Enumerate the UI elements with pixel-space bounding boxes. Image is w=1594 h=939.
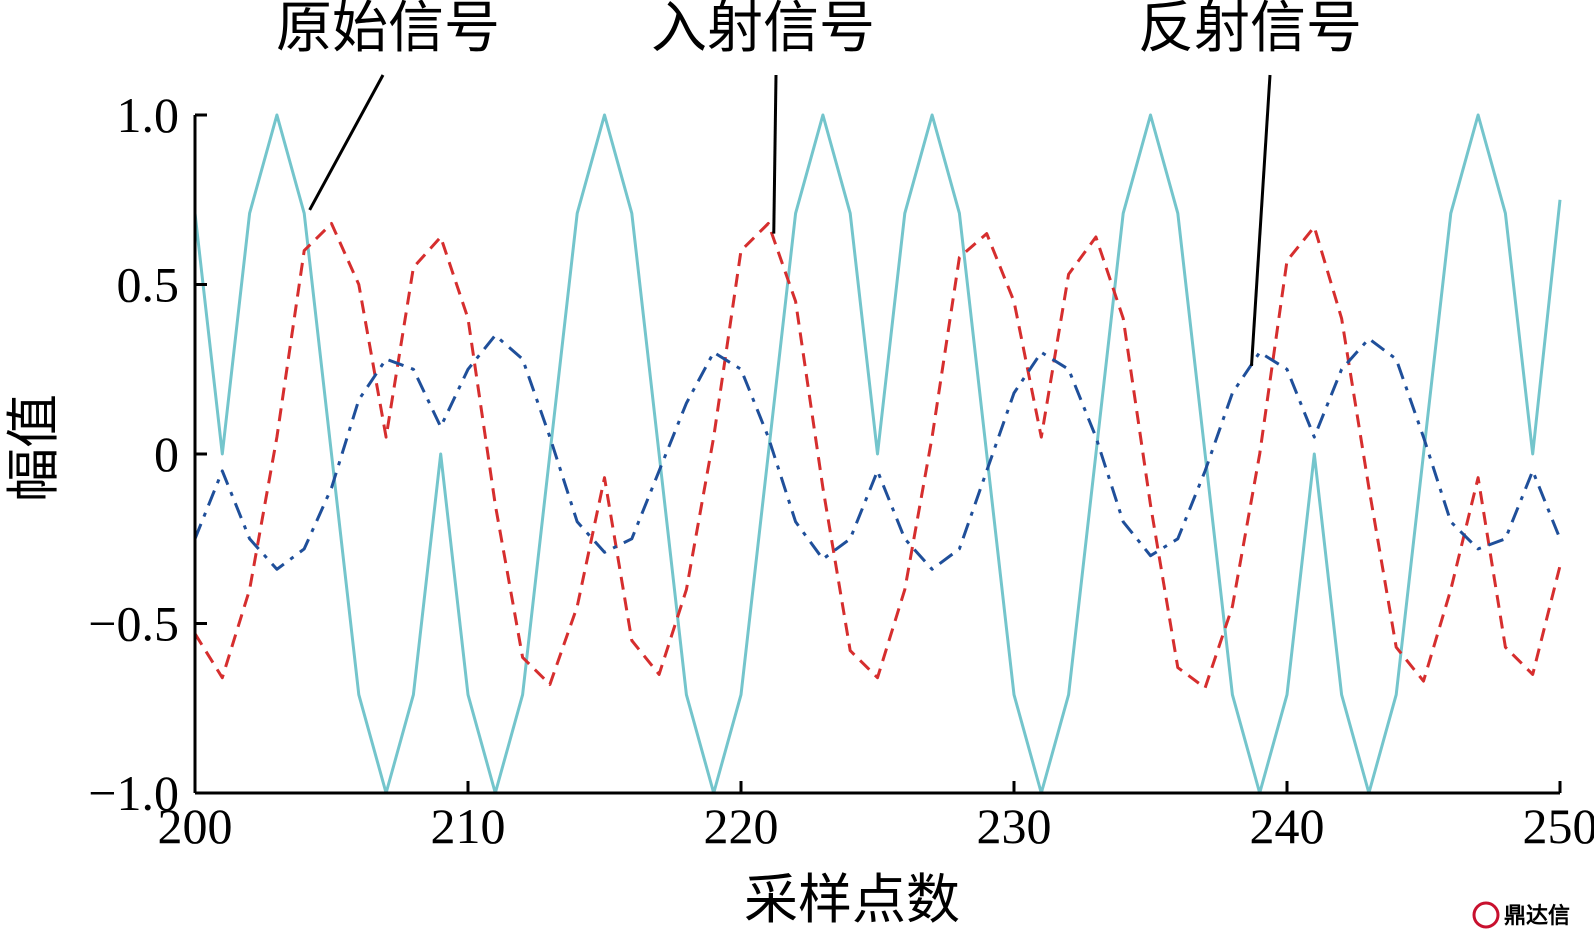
annotation-leader-line (772, 74, 778, 234)
tick-labels: 200 210 220 230 240 250 −1.0 −0.5 0 0.5 1.0 (88, 87, 1594, 854)
annotations: 原始信号 入射信号 反射信号 (276, 0, 1362, 366)
watermark: 鼎达信 (1472, 901, 1570, 929)
annotation-label: 入射信号 (651, 0, 875, 60)
x-tick-label: 220 (704, 798, 779, 854)
watermark-label: 鼎达信 (1504, 903, 1570, 929)
x-tick-label: 200 (158, 798, 233, 854)
annotation-3: 反射信号 (1138, 0, 1362, 366)
axes (193, 113, 1562, 795)
y-tick-label: −1.0 (88, 765, 179, 821)
annotation-2: 入射信号 (651, 0, 875, 234)
x-tick-label: 210 (431, 798, 506, 854)
x-tick-label: 250 (1523, 798, 1594, 854)
y-tick-label: 0 (154, 426, 179, 482)
y-tick-label: −0.5 (88, 596, 179, 652)
annotation-leader-line (308, 74, 385, 211)
y-axis-title: 幅值 (4, 394, 64, 502)
x-tick-label: 230 (977, 798, 1052, 854)
y-tick-label: 1.0 (117, 87, 180, 143)
annotation-label: 原始信号 (276, 0, 500, 60)
series-line-3 (193, 333, 1562, 571)
x-tick-label: 240 (1250, 798, 1325, 854)
annotation-1: 原始信号 (276, 0, 500, 211)
annotation-leader-line (1250, 74, 1272, 366)
watermark-logo-icon (1472, 901, 1500, 929)
plot-lines (193, 113, 1562, 795)
series-line-2 (193, 222, 1562, 690)
x-axis-title: 采样点数 (744, 870, 960, 930)
y-tick-label: 0.5 (117, 257, 180, 313)
series-line-1 (193, 113, 1562, 795)
annotation-label: 反射信号 (1138, 0, 1362, 60)
